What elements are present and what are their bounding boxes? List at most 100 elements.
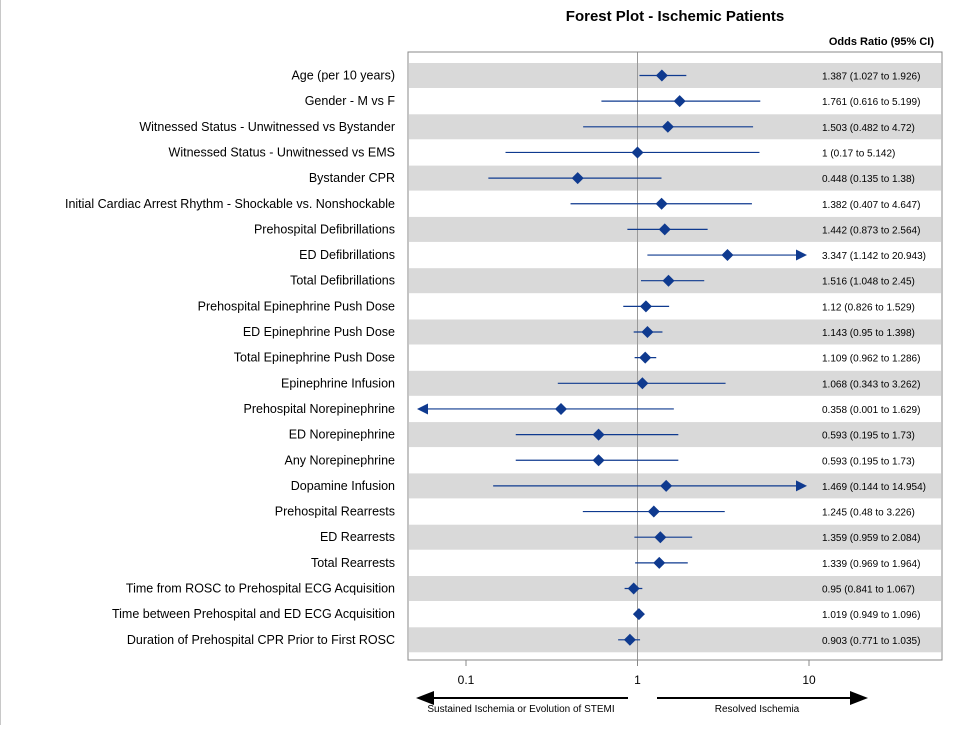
forest-row: Total Epinephrine Push Dose 1.109 (0.962 … <box>234 351 921 365</box>
forest-row: Epinephrine Infusion 1.068 (0.343 to 3.26… <box>281 376 920 390</box>
plot-frame <box>407 51 943 661</box>
ci-arrow-right <box>796 480 807 492</box>
odds-ratio-marker <box>627 582 640 595</box>
row-estimate-text: 1.516 (1.048 to 2.45) <box>822 277 915 288</box>
forest-row: Prehospital Defibrillations 1.442 (0.873 … <box>254 222 920 236</box>
ci-arrow-right <box>796 249 807 261</box>
odds-ratio-marker <box>623 633 636 646</box>
forest-row: Time from ROSC to Prehospital ECG Acquis… <box>126 582 915 596</box>
data-rows: Age (per 10 years) 1.387 (1.027 to 1.926)… <box>65 69 926 647</box>
row-label: Dopamine Infusion <box>291 479 395 493</box>
row-label: Epinephrine Infusion <box>281 376 395 390</box>
row-label: Time between Prehospital and ED ECG Acqu… <box>112 607 395 621</box>
row-label: Gender - M vs F <box>305 94 396 108</box>
row-estimate-text: 1.442 (0.873 to 2.564) <box>822 225 920 236</box>
row-estimate-text: 1.109 (0.962 to 1.286) <box>822 354 920 365</box>
row-bands <box>409 63 941 653</box>
forest-row: Witnessed Status - Unwitnessed vs Bystan… <box>139 120 915 134</box>
forest-row: Initial Cardiac Arrest Rhythm - Shockabl… <box>65 197 920 211</box>
row-estimate-text: 0.448 (0.135 to 1.38) <box>822 174 915 185</box>
forest-row: ED Rearrests 1.359 (0.959 to 2.084) <box>320 530 920 544</box>
forest-row: ED Epinephrine Push Dose 1.143 (0.95 to 1… <box>243 325 915 339</box>
odds-ratio-marker <box>661 120 674 133</box>
row-estimate-text: 1.339 (0.969 to 1.964) <box>822 559 920 570</box>
odds-ratio-marker <box>592 428 605 441</box>
odds-ratio-marker <box>647 505 660 518</box>
odds-ratio-marker <box>653 556 666 569</box>
forest-row: Total Defibrillations 1.516 (1.048 to 2.4… <box>290 274 915 288</box>
odds-ratio-marker <box>639 300 652 313</box>
direction-arrow-left <box>416 691 628 705</box>
chart-title: Forest Plot - Ischemic Patients <box>566 8 784 25</box>
row-estimate-text: 1.019 (0.949 to 1.096) <box>822 610 920 621</box>
forest-row: Witnessed Status - Unwitnessed vs EMS 1 (… <box>169 145 896 159</box>
direction-label-right: Resolved Ischemia <box>715 704 800 715</box>
x-tick-label: 1 <box>634 673 641 687</box>
row-band <box>409 576 941 601</box>
odds-ratio-marker <box>631 146 644 159</box>
forest-row: Time between Prehospital and ED ECG Acqu… <box>112 607 920 621</box>
odds-ratio-marker <box>658 223 671 236</box>
row-estimate-text: 1.469 (0.144 to 14.954) <box>822 482 926 493</box>
row-label: Age (per 10 years) <box>291 69 395 83</box>
forest-row: Total Rearrests 1.339 (0.969 to 1.964) <box>311 556 920 570</box>
row-band <box>409 319 941 345</box>
row-estimate-text: 1.387 (1.027 to 1.926) <box>822 72 920 83</box>
odds-ratio-marker <box>662 274 675 287</box>
row-label: Time from ROSC to Prehospital ECG Acquis… <box>126 582 395 596</box>
row-label: ED Rearrests <box>320 530 395 544</box>
row-estimate-text: 1.359 (0.959 to 2.084) <box>822 533 920 544</box>
row-label: Bystander CPR <box>309 171 395 185</box>
forest-row: ED Defibrillations 3.347 (1.142 to 20.943… <box>299 248 926 262</box>
x-tick-label: 10 <box>802 673 816 687</box>
forest-row: Age (per 10 years) 1.387 (1.027 to 1.926) <box>291 69 920 83</box>
forest-row: Bystander CPR 0.448 (0.135 to 1.38) <box>309 171 915 185</box>
forest-row: Prehospital Epinephrine Push Dose 1.12 (0… <box>198 299 915 313</box>
row-label: Prehospital Epinephrine Push Dose <box>198 299 395 313</box>
row-estimate-text: 1.382 (0.407 to 4.647) <box>822 200 920 211</box>
forest-row: Any Norepinephrine 0.593 (0.195 to 1.73) <box>285 453 915 467</box>
ci-arrow-left <box>417 403 428 415</box>
row-estimate-text: 0.593 (0.195 to 1.73) <box>822 431 915 442</box>
row-estimate-text: 0.903 (0.771 to 1.035) <box>822 636 920 647</box>
row-label: ED Epinephrine Push Dose <box>243 325 395 339</box>
row-estimate-text: 0.593 (0.195 to 1.73) <box>822 456 915 467</box>
odds-ratio-marker <box>660 479 673 492</box>
forest-row: ED Norepinephrine 0.593 (0.195 to 1.73) <box>289 428 915 442</box>
row-estimate-text: 1.143 (0.95 to 1.398) <box>822 328 915 339</box>
row-label: Witnessed Status - Unwitnessed vs Bystan… <box>139 120 395 134</box>
odds-ratio-marker <box>673 95 686 108</box>
odds-ratio-marker <box>721 249 734 262</box>
forest-row: Dopamine Infusion 1.469 (0.144 to 14.954) <box>291 479 926 493</box>
forest-row: Duration of Prehospital CPR Prior to Fir… <box>127 633 921 647</box>
direction-arrow-left-head <box>416 691 434 705</box>
odds-ratio-marker <box>654 531 667 544</box>
odds-ratio-marker <box>655 69 668 82</box>
forest-row: Prehospital Norepinephrine 0.358 (0.001 t… <box>244 402 921 416</box>
row-label: ED Defibrillations <box>299 248 395 262</box>
row-label: Total Epinephrine Push Dose <box>234 351 395 365</box>
estimate-column-header: Odds Ratio (95% CI) <box>829 36 934 48</box>
row-estimate-text: 0.95 (0.841 to 1.067) <box>822 585 915 596</box>
row-estimate-text: 1.068 (0.343 to 3.262) <box>822 379 920 390</box>
direction-arrow-right-head <box>850 691 868 705</box>
row-label: Prehospital Rearrests <box>275 505 395 519</box>
odds-ratio-marker <box>655 197 668 210</box>
row-label: Prehospital Norepinephrine <box>244 402 396 416</box>
row-estimate-text: 1 (0.17 to 5.142) <box>822 148 895 159</box>
row-label: Total Defibrillations <box>290 274 395 288</box>
row-estimate-text: 0.358 (0.001 to 1.629) <box>822 405 920 416</box>
row-label: Any Norepinephrine <box>285 453 396 467</box>
row-label: Initial Cardiac Arrest Rhythm - Shockabl… <box>65 197 395 211</box>
forest-row: Prehospital Rearrests 1.245 (0.48 to 3.22… <box>275 505 915 519</box>
odds-ratio-marker <box>636 377 649 390</box>
row-label: Witnessed Status - Unwitnessed vs EMS <box>169 145 395 159</box>
direction-arrow-right <box>657 691 868 705</box>
row-estimate-text: 3.347 (1.142 to 20.943) <box>822 251 926 262</box>
row-estimate-text: 1.245 (0.48 to 3.226) <box>822 508 915 519</box>
row-estimate-text: 1.503 (0.482 to 4.72) <box>822 123 915 134</box>
row-label: Total Rearrests <box>311 556 395 570</box>
x-axis: 0.1 1 10 <box>458 660 816 687</box>
row-label: Duration of Prehospital CPR Prior to Fir… <box>127 633 395 647</box>
